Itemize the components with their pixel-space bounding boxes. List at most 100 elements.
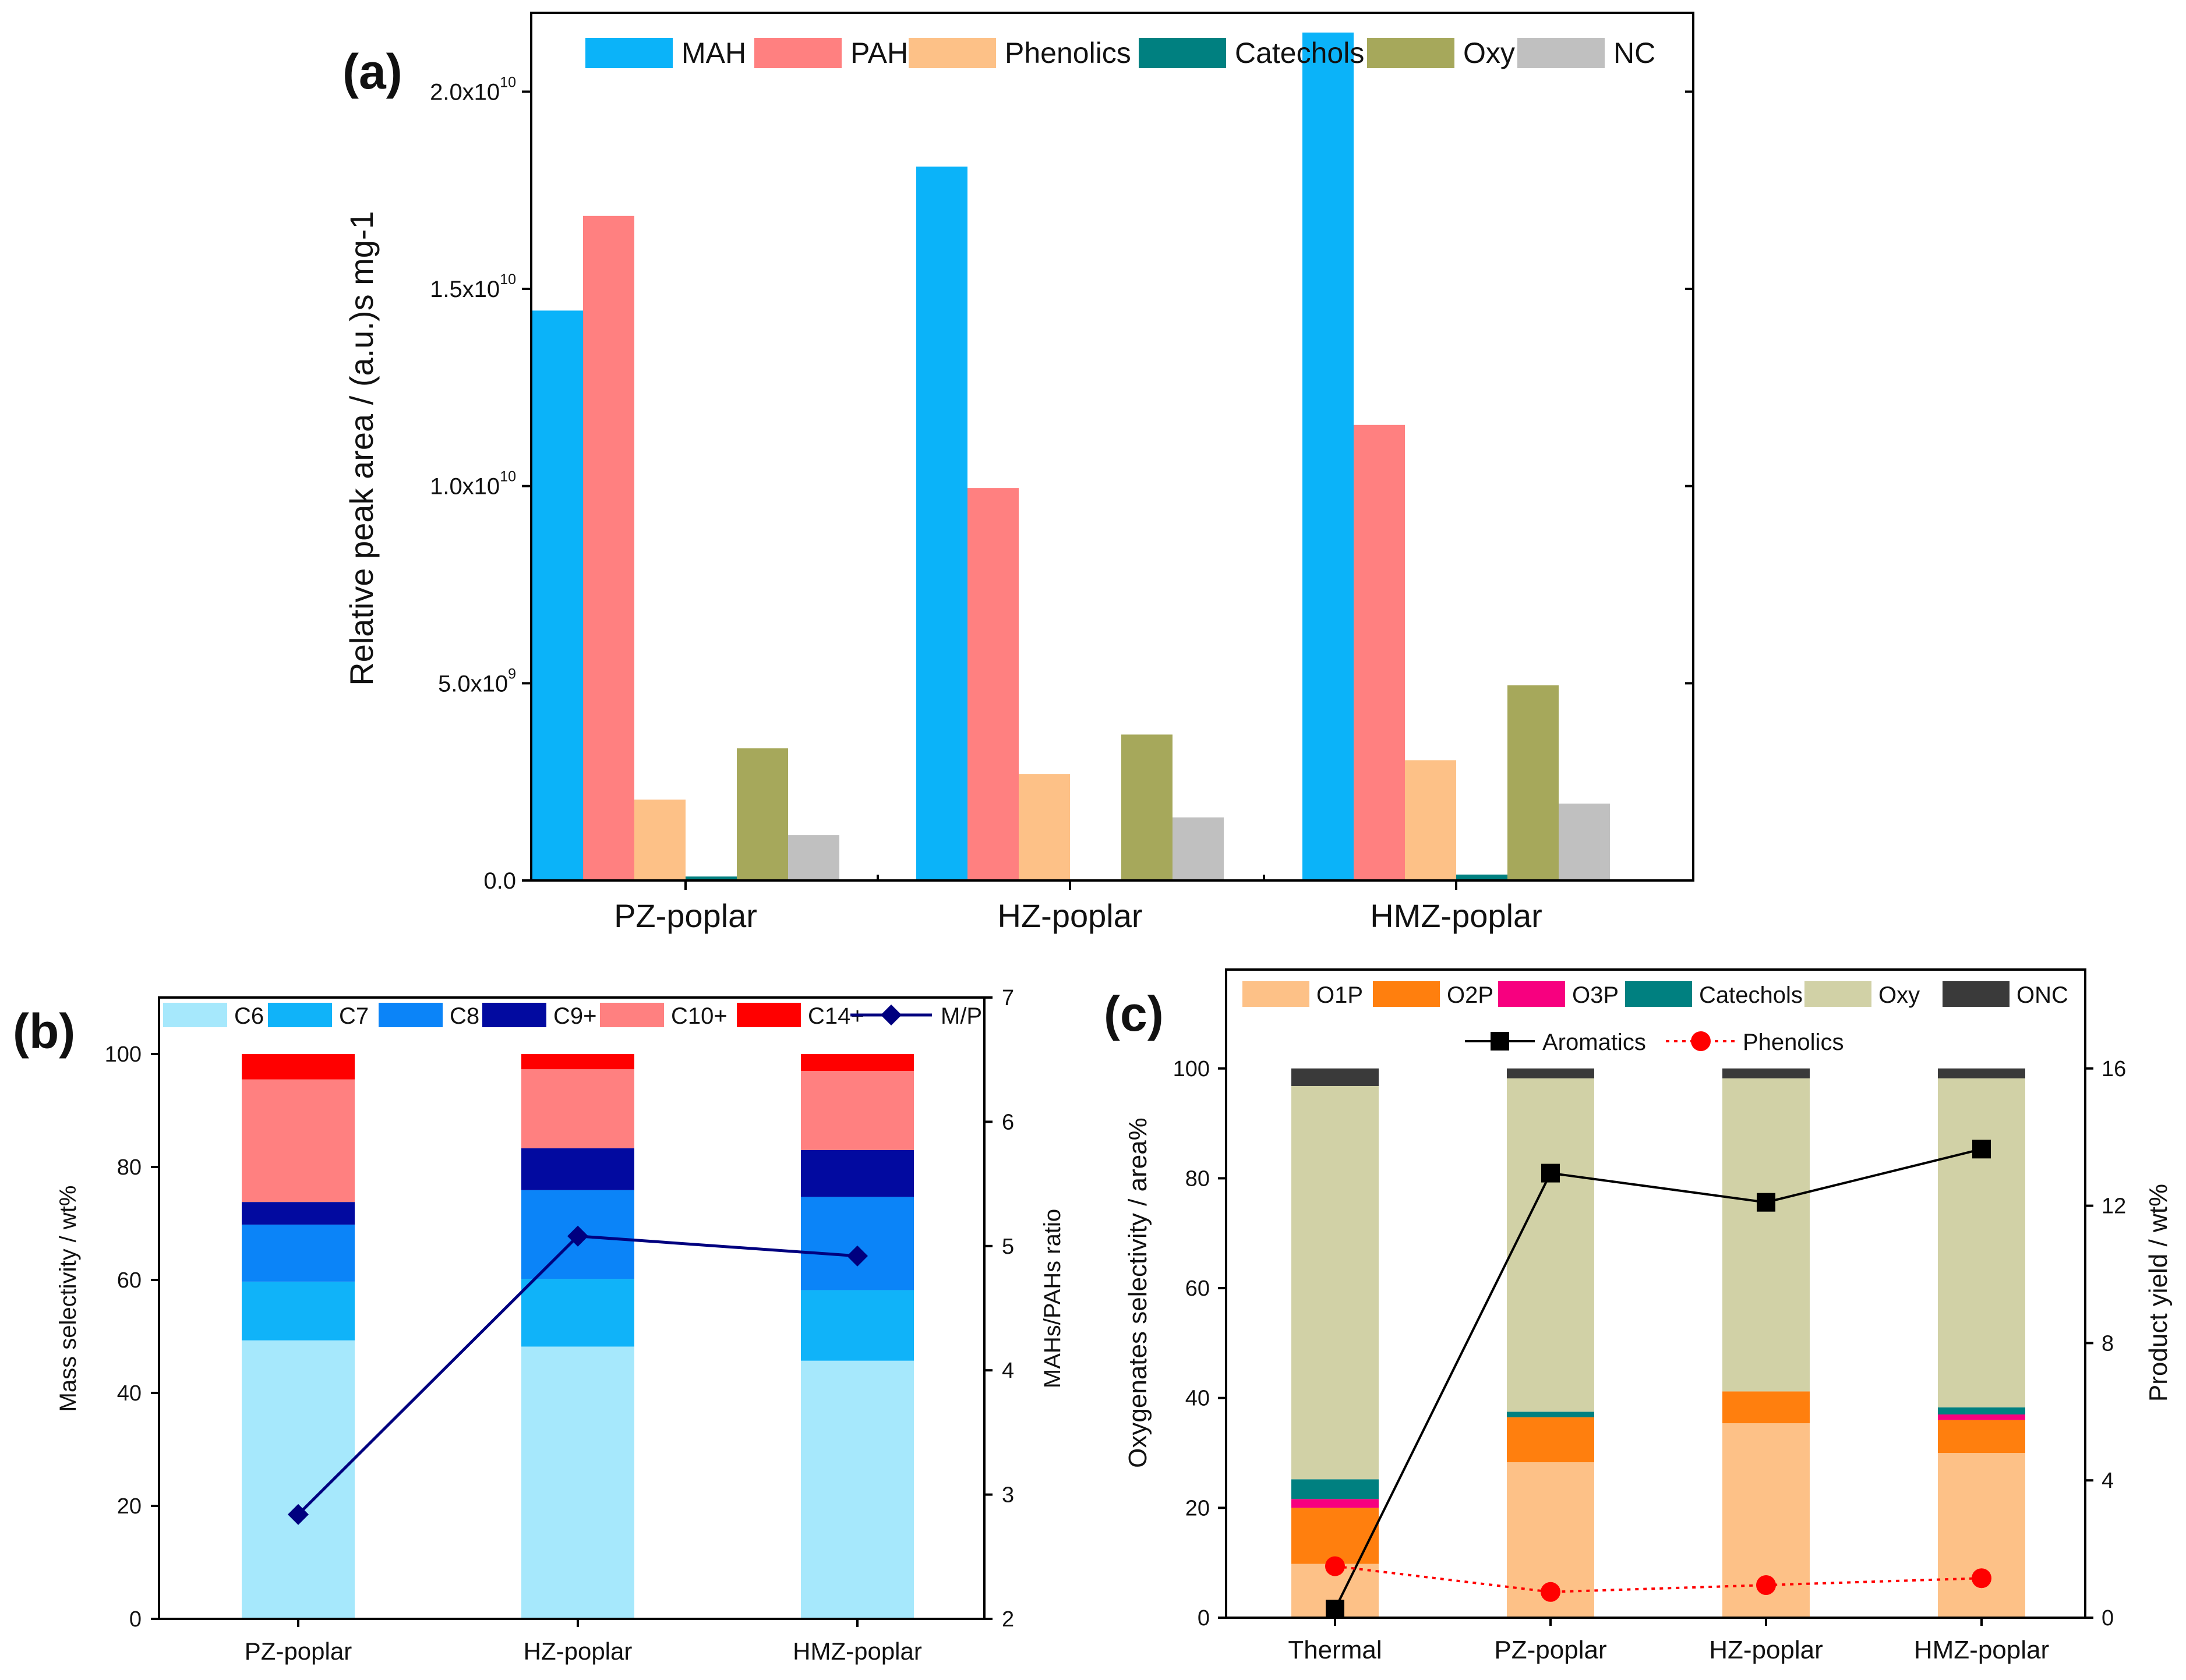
y-tick-label: 60 — [117, 1268, 142, 1293]
x-tick-label: HMZ-poplar — [1914, 1636, 2049, 1664]
y2-tick-label: 3 — [1002, 1483, 1014, 1508]
marker-phenolics-pz-poplar — [1541, 1582, 1560, 1602]
y-axis-title: Oxygenates selectivity / area% — [1124, 1117, 1152, 1468]
bar-c10-hz-poplar — [521, 1069, 634, 1148]
bar-mah-hz-poplar — [916, 167, 967, 880]
bar-c10-pz-poplar — [242, 1079, 355, 1202]
bar-c6-hz-poplar — [521, 1346, 634, 1619]
plot-frame — [158, 996, 986, 1620]
bar-c6-pz-poplar — [242, 1340, 355, 1619]
legend-label-mah: MAH — [681, 37, 746, 69]
legend-swatch-o1p — [1242, 981, 1309, 1007]
y-tick-label: 20 — [117, 1494, 142, 1519]
bar-pah-hmz-poplar — [1354, 425, 1405, 880]
x-tick-label: Thermal — [1288, 1636, 1382, 1664]
legend-label-aromatics: Aromatics — [1542, 1030, 1646, 1055]
legend-label-catechols: Catechols — [1699, 982, 1803, 1008]
bar-c6-hmz-poplar — [801, 1360, 914, 1619]
marker-phenolics-hz-poplar — [1756, 1575, 1776, 1595]
bar-o2p-hmz-poplar — [1938, 1420, 2025, 1453]
marker-aromatics-pz-poplar — [1541, 1163, 1560, 1183]
y2-tick-label: 16 — [2102, 1057, 2126, 1081]
y-tick-label-exponent: 10 — [500, 271, 516, 288]
y-tick-label: 100 — [1173, 1057, 1210, 1081]
legend-label-oxy: Oxy — [1878, 982, 1920, 1008]
legend-label-c6: C6 — [234, 1003, 264, 1029]
bar-catechols-pz-poplar — [1507, 1412, 1594, 1417]
bar-nc-hz-poplar — [1173, 817, 1224, 880]
y-tick-label: 60 — [1185, 1276, 1210, 1301]
panel-label: (c) — [1104, 986, 1164, 1041]
bar-o2p-thermal — [1291, 1508, 1379, 1564]
bar-mah-hmz-poplar — [1302, 32, 1354, 880]
marker-aromatics-thermal — [1326, 1600, 1344, 1619]
panel-b: 0 20 40 60 80 100 2 3 4 5 6 7 PZ-poplar HZ-poplar HMZ-… — [13, 986, 1065, 1665]
y2-tick-label: 4 — [2102, 1469, 2114, 1493]
legend-label-c7: C7 — [339, 1003, 369, 1029]
legend-swatch-onc — [1943, 981, 2010, 1007]
legend-swatch-catechols — [1139, 38, 1226, 68]
bar-c7-hz-poplar — [521, 1279, 634, 1347]
marker-aromatics-hz-poplar — [1757, 1193, 1775, 1212]
bar-onc-hz-poplar — [1722, 1068, 1810, 1078]
y2-tick-label: 7 — [1002, 986, 1014, 1010]
bar-c8-pz-poplar — [242, 1224, 355, 1282]
bar-catechols-hmz-poplar — [1938, 1407, 2025, 1415]
y2-tick-label: 6 — [1002, 1110, 1014, 1134]
bar-c7-hmz-poplar — [801, 1290, 914, 1361]
bar-phenolics-hmz-poplar — [1405, 760, 1456, 880]
plot-frame — [530, 12, 1694, 882]
y-tick-label: 100 — [105, 1042, 142, 1067]
bar-oxy-hz-poplar — [1722, 1078, 1810, 1392]
legend-marker-m-p — [881, 1005, 902, 1025]
y-tick-label: 40 — [1185, 1387, 1210, 1411]
bar-phenolics-pz-poplar — [634, 800, 686, 880]
bar-c8-hmz-poplar — [801, 1197, 914, 1290]
x-tick-label: PZ-poplar — [245, 1637, 352, 1665]
x-tick-label: PZ-poplar — [1494, 1636, 1606, 1664]
marker-m-p-hz-poplar — [567, 1225, 588, 1247]
bar-c14-pz-poplar — [242, 1054, 355, 1080]
bar-onc-thermal — [1291, 1068, 1379, 1086]
y2-axis-title: MAHs/PAHs ratio — [1040, 1209, 1065, 1388]
y-tick-label-base: 2.0x10 — [430, 79, 500, 105]
bar-phenolics-hz-poplar — [1019, 774, 1070, 880]
x-tick-label: PZ-poplar — [614, 897, 757, 934]
legend-label-pah: PAH — [850, 37, 908, 69]
marker-m-p-hmz-poplar — [847, 1245, 868, 1267]
bar-catechols-hmz-poplar — [1456, 874, 1507, 880]
x-tick-label: HMZ-poplar — [793, 1637, 922, 1665]
bar-nc-hmz-poplar — [1559, 803, 1610, 880]
bar-c14-hz-poplar — [521, 1054, 634, 1070]
bar-c9-hmz-poplar — [801, 1150, 914, 1197]
marker-phenolics-hmz-poplar — [1972, 1568, 1991, 1589]
y-axis-title: Relative peak area / (a.u.)s mg-1 — [343, 211, 380, 685]
legend-swatch-o3p — [1498, 981, 1565, 1007]
legend-label-c8: C8 — [450, 1003, 479, 1029]
x-tick-label: HZ-poplar — [524, 1637, 633, 1665]
bar-pah-hz-poplar — [967, 488, 1019, 880]
legend-label-phenolics: Phenolics — [1743, 1030, 1844, 1055]
plot-frame — [1225, 968, 2086, 1619]
legend-label-o3p: O3P — [1572, 982, 1619, 1008]
bar-catechols-pz-poplar — [686, 876, 737, 880]
y2-tick-label: 5 — [1002, 1235, 1014, 1259]
y-tick-label-base: 0.0 — [483, 868, 516, 894]
bar-oxy-pz-poplar — [737, 748, 788, 880]
bar-c9-pz-poplar — [242, 1202, 355, 1225]
marker-aromatics-hmz-poplar — [1972, 1140, 1991, 1159]
legend-label-c9: C9+ — [553, 1003, 597, 1029]
y-tick-label-base: 1.5x10 — [430, 277, 500, 302]
bar-c9-hz-poplar — [521, 1148, 634, 1190]
bar-c7-pz-poplar — [242, 1281, 355, 1341]
y-axis-title: Mass selectivity / wt% — [55, 1186, 81, 1412]
y2-axis-title: Product yield / wt% — [2144, 1184, 2173, 1402]
bar-oxy-pz-poplar — [1507, 1078, 1594, 1412]
y-tick-label-exponent: 10 — [500, 469, 516, 485]
y-tick-label: 0.0 — [483, 868, 516, 894]
legend-swatch-oxy — [1367, 38, 1454, 68]
legend-swatch-catechols — [1625, 981, 1692, 1007]
panel-label: (a) — [342, 44, 402, 99]
bar-c14-hmz-poplar — [801, 1054, 914, 1071]
